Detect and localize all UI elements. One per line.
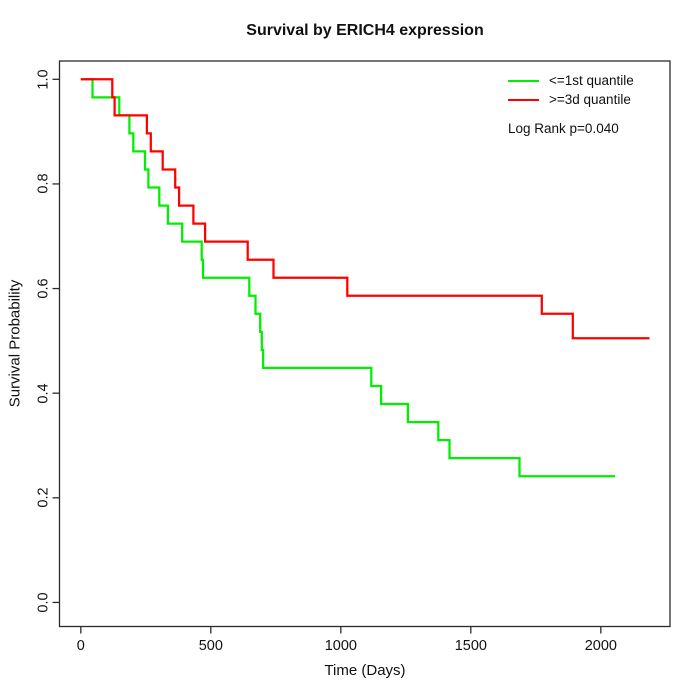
legend-line-sample (508, 79, 539, 82)
x-tick-label: 1000 (324, 638, 357, 654)
x-tick-label: 500 (198, 638, 223, 654)
legend: <=1st quantile >=3d quantile (508, 71, 634, 109)
y-tick-label: 1.0 (35, 69, 52, 90)
x-axis-label: Time (Days) (324, 662, 406, 679)
legend-item: <=1st quantile (508, 71, 634, 90)
x-tick-label: 2000 (584, 638, 617, 654)
y-axis-label: Survival Probability (6, 279, 24, 408)
chart-title: Survival by ERICH4 expression (246, 22, 484, 39)
legend-label: >=3d quantile (549, 92, 631, 107)
logrank-annotation: Log Rank p=0.040 (508, 121, 619, 136)
y-tick-label: 0.2 (35, 487, 52, 508)
y-tick-label: 0.0 (35, 592, 52, 613)
survival-curve (80, 78, 616, 478)
legend-line-sample (508, 98, 539, 101)
plot-border (58, 60, 671, 628)
y-tick-label: 0.8 (35, 173, 52, 195)
y-tick-label: 0.4 (35, 383, 52, 404)
survival-curve (80, 78, 650, 340)
y-tick-label: 0.6 (35, 278, 52, 299)
x-tick-label: 0 (76, 638, 85, 654)
legend-label: <=1st quantile (549, 73, 634, 88)
x-tick-label: 1500 (454, 638, 487, 654)
legend-item: >=3d quantile (508, 90, 634, 109)
